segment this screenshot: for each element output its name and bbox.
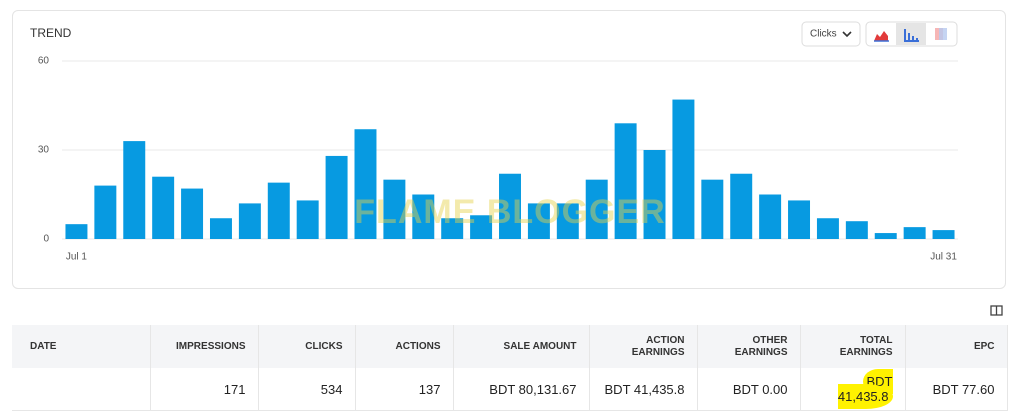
column-header: ACTIONS [355, 325, 454, 368]
bar [874, 233, 897, 239]
cell-text: 137 [418, 381, 441, 397]
dropdown-arrow [842, 31, 852, 38]
table-cell: BDT 80,131.67 [453, 368, 590, 411]
bar [527, 203, 550, 239]
column-header: ACTION EARNINGS [589, 325, 698, 368]
bar [903, 227, 926, 239]
table-body: 171 534 137 BDT 80,131.67 BDT 41,435.8 BDT 0.… [12, 368, 1008, 411]
bar [932, 230, 955, 239]
x-tick-label: Jul 1 [66, 252, 88, 263]
header-text: CLICKS [305, 340, 343, 352]
table-cell: BDT 41,435.8 [589, 368, 698, 411]
chart: TREND Clicks FLAME BLOGGER 0 30 60 Jul 1 Jul… [30, 21, 958, 263]
bar [383, 179, 406, 239]
bar [238, 203, 261, 239]
table-cell: 534 [258, 368, 356, 411]
table-icon-part [939, 28, 947, 40]
trend-card [12, 10, 1006, 289]
y-tick-label: 30 [38, 145, 50, 156]
header-row: DATE IMPRESSIONS CLICKS ACTIONS SALE AMOUNT A… [12, 325, 1008, 368]
bar [816, 218, 839, 239]
bar [152, 176, 175, 239]
header-text: IMPRESSIONS [176, 340, 246, 352]
table-row: 171 534 137 BDT 80,131.67 BDT 41,435.8 BDT 0.… [12, 368, 1008, 411]
bar [65, 224, 88, 239]
column-header: SALE AMOUNT [453, 325, 590, 368]
header-text: ACTION EARNINGS [631, 334, 685, 358]
table-cell: BDT 77.60 [905, 368, 1008, 411]
cell-text: BDT 80,131.67 [489, 381, 577, 397]
bar [296, 200, 319, 239]
cell-text: 534 [320, 381, 343, 397]
bar [325, 155, 348, 239]
column-header: OTHER EARNINGS [697, 325, 801, 368]
bar [585, 179, 608, 239]
header-text: ACTIONS [395, 340, 441, 352]
header-text: EPC [973, 340, 995, 352]
chart-type-bar-active[interactable] [896, 23, 926, 45]
column-header: DATE [12, 325, 151, 368]
bar [845, 221, 868, 239]
bar [701, 179, 724, 239]
chart-title: TREND [30, 26, 72, 40]
bar-icon [904, 29, 919, 42]
cell-text: BDT 41,435.8 [604, 381, 685, 397]
bar [556, 203, 579, 239]
header-text: SALE AMOUNT [503, 340, 577, 352]
table-cell: BDT 0.00 [697, 368, 801, 411]
bar [730, 173, 753, 239]
bar [209, 218, 232, 239]
bar [759, 194, 782, 239]
bar [614, 123, 637, 239]
column-header: IMPRESSIONS [150, 325, 259, 368]
bar [412, 194, 435, 239]
table-cell: BDT 41,435.8 [800, 368, 906, 411]
bar [267, 182, 290, 239]
cell-text: 171 [223, 381, 246, 397]
column-header: CLICKS [258, 325, 356, 368]
column-header: EPC [905, 325, 1008, 368]
bar [643, 150, 666, 239]
header-text: DATE [30, 340, 57, 352]
bar [441, 218, 464, 239]
table-cell [12, 368, 151, 411]
cell-text: BDT 0.00 [732, 381, 788, 397]
cell-text: BDT 41,435.8 [837, 369, 893, 409]
bar [123, 141, 146, 239]
y-tick-label: 0 [43, 234, 49, 245]
bar [499, 173, 521, 239]
bar [94, 185, 117, 239]
area-icon[interactable] [874, 31, 888, 41]
dropdown-label: Clicks [810, 29, 837, 40]
column-header: TOTAL EARNINGS [800, 325, 906, 368]
watermark: FLAME BLOGGER [354, 193, 665, 231]
metric-dropdown[interactable] [801, 21, 861, 47]
header-text: OTHER EARNINGS [734, 334, 788, 358]
bar [354, 129, 377, 239]
data-table: DATE IMPRESSIONS CLICKS ACTIONS SALE AMOUNT A… [12, 325, 1008, 411]
bar [672, 99, 695, 239]
table-cell: 171 [150, 368, 259, 411]
column-toggle-icon[interactable] [990, 305, 1004, 317]
bar [470, 215, 493, 239]
x-tick-label: Jul 31 [930, 252, 957, 263]
header-text: TOTAL EARNINGS [839, 334, 893, 358]
cell-text: BDT 77.60 [932, 381, 995, 397]
table-cell: 137 [355, 368, 454, 411]
bar [788, 200, 811, 239]
bar [181, 188, 204, 239]
y-tick-label: 60 [38, 56, 50, 67]
